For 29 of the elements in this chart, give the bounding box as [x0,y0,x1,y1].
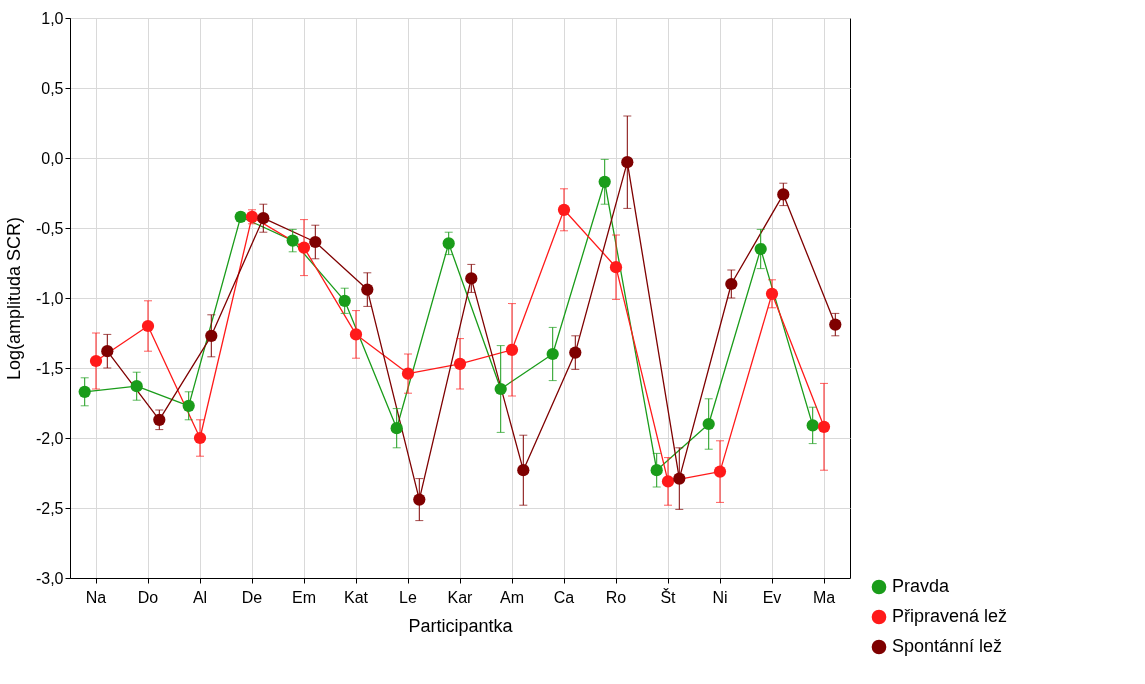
legend-label: Připravená lež [892,606,1008,626]
y-tick-label: -2,5 [35,499,64,517]
x-tick-label: Am [500,588,524,606]
y-tick-label: 1,0 [41,9,64,27]
y-tick-label: -1,0 [35,289,64,307]
x-tick-label: Do [137,588,159,606]
x-tick-label: Em [292,588,316,606]
y-tick-label: 0,5 [41,79,64,97]
y-tick-label: -2,0 [35,429,64,447]
y-tick-label: 0,0 [41,149,64,167]
x-tick-label: Ni [712,588,728,606]
y-axis-title: Log(amplituda SCR) [3,216,24,381]
legend-label: Spontánní lež [892,636,1003,656]
x-tick-label: Ma [812,588,836,606]
x-tick-label: Ro [605,588,627,606]
x-tick-label: Ev [762,588,782,606]
x-tick-label: Le [399,588,417,606]
x-tick-label: Št [660,587,677,606]
x-tick-label: Al [192,588,208,606]
y-tick-label: -3,0 [35,569,64,587]
x-tick-label: Kar [447,588,474,606]
x-tick-label: Ca [553,588,575,606]
legend-label: Pravda [892,576,951,596]
x-axis-title: Participantka [408,615,514,636]
y-tick-label: -1,5 [35,359,64,377]
x-tick-label: De [241,588,263,606]
y-tick-label: -0,5 [35,219,64,237]
x-tick-label: Na [85,588,107,606]
x-tick-label: Kat [343,588,369,606]
